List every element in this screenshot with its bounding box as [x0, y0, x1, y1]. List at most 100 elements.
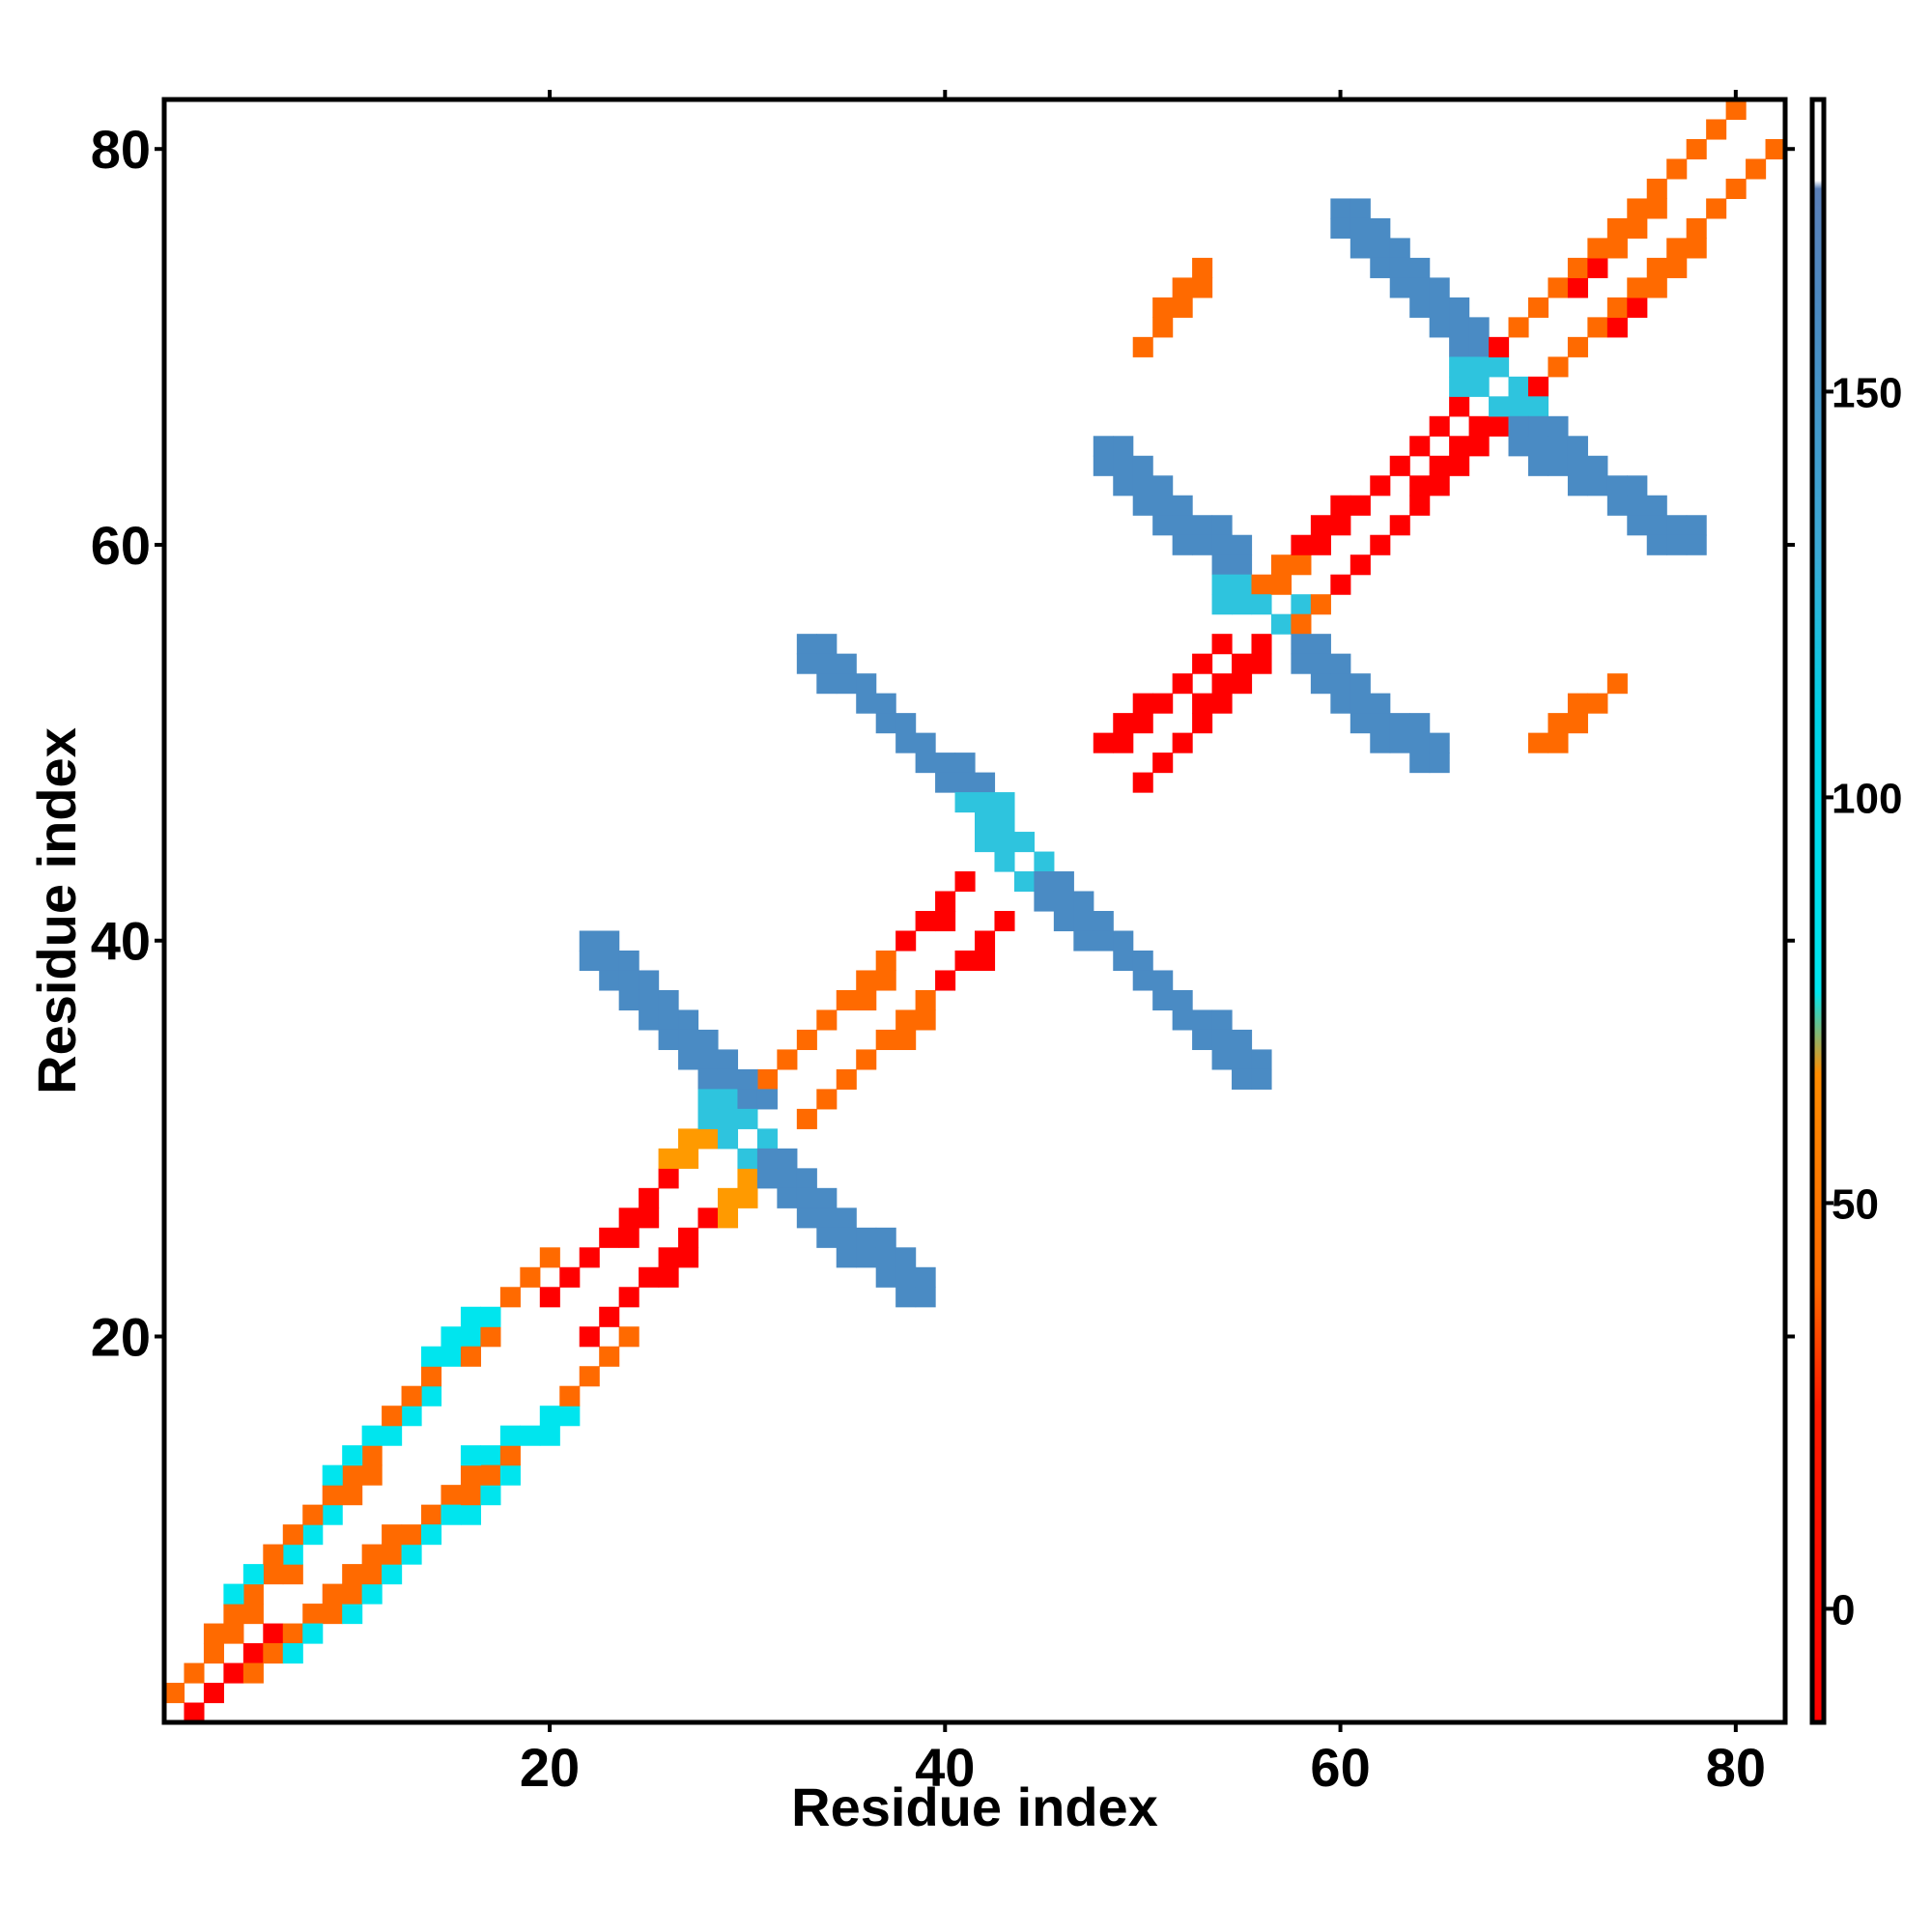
colorbar-tick-label: 50	[1832, 1180, 1879, 1228]
heatmap-cell	[1093, 455, 1114, 476]
heatmap-cell	[618, 1208, 639, 1229]
heatmap-cell	[915, 732, 936, 753]
heatmap-cell	[1429, 732, 1450, 753]
heatmap-cell	[460, 1504, 482, 1525]
heatmap-cell	[263, 1623, 284, 1644]
heatmap-cell	[1627, 297, 1648, 318]
heatmap-cell	[1034, 851, 1055, 872]
heatmap-cell	[1389, 732, 1410, 753]
heatmap-cell	[737, 1068, 758, 1090]
heatmap-cell	[756, 1089, 778, 1110]
heatmap-cell	[816, 653, 838, 674]
heatmap-cell	[875, 970, 896, 991]
heatmap-cell	[1013, 871, 1035, 893]
heatmap-cell	[856, 989, 877, 1011]
heatmap-cell	[1053, 891, 1074, 912]
heatmap-cell	[382, 1564, 403, 1585]
heatmap-cell	[1152, 970, 1174, 991]
heatmap-cell	[559, 1385, 581, 1406]
heatmap-cell	[242, 1564, 264, 1585]
heatmap-cell	[302, 1504, 324, 1525]
heatmap-cell	[975, 930, 996, 952]
heatmap-cell	[975, 950, 996, 972]
heatmap-cell	[915, 1287, 936, 1308]
heatmap-cell	[1251, 653, 1272, 674]
heatmap-cell	[1646, 198, 1667, 219]
heatmap-cell	[302, 1524, 324, 1546]
heatmap-cell	[1192, 1009, 1213, 1031]
y-tick-label: 80	[91, 119, 151, 180]
heatmap-cell	[816, 1089, 838, 1110]
heatmap-cell	[1389, 277, 1410, 298]
y-axis-title: Residue index	[26, 727, 87, 1094]
heatmap-cell	[1310, 653, 1331, 674]
heatmap-cell	[1686, 138, 1707, 160]
heatmap-cell	[539, 1406, 560, 1427]
heatmap-cell	[1291, 554, 1312, 576]
heatmap-cell	[440, 1485, 462, 1506]
heatmap-cell	[1449, 336, 1470, 357]
heatmap-cell	[559, 1406, 581, 1427]
heatmap-cell	[499, 1425, 521, 1446]
heatmap-cell	[737, 1148, 758, 1169]
heatmap-cell	[796, 1208, 817, 1229]
heatmap-cell	[1192, 713, 1213, 734]
heatmap-cell	[1211, 515, 1233, 536]
heatmap-cell	[1053, 871, 1074, 893]
heatmap-cell	[1489, 336, 1510, 357]
heatmap-cell	[836, 1068, 857, 1090]
heatmap-cell	[777, 1187, 798, 1208]
heatmap-cell	[1152, 475, 1174, 497]
heatmap-cell	[737, 1187, 758, 1208]
heatmap-cell	[1350, 554, 1371, 576]
heatmap-cell	[856, 970, 877, 991]
heatmap-cell	[1409, 257, 1431, 278]
colorbar-ticks: 0 50 100 150	[1824, 369, 1902, 1634]
x-tick-label: 20	[520, 1737, 580, 1798]
heatmap-cell	[1449, 455, 1470, 476]
heatmap-cell	[282, 1564, 303, 1585]
heatmap-cell	[1508, 376, 1529, 397]
heatmap-cell	[1489, 396, 1510, 417]
heatmap-cell	[342, 1564, 363, 1585]
heatmap-cell	[223, 1583, 244, 1605]
heatmap-cell	[1251, 574, 1272, 595]
heatmap-cell	[1449, 317, 1470, 338]
heatmap-cell	[895, 930, 917, 952]
x-tick-label: 40	[915, 1737, 975, 1798]
heatmap-cell	[1172, 673, 1193, 695]
heatmap-cell	[1449, 297, 1470, 318]
heatmap-cell	[1350, 198, 1371, 219]
heatmap-cell	[1350, 217, 1371, 239]
heatmap-cell	[1152, 495, 1174, 516]
heatmap-cell	[1291, 634, 1312, 655]
heatmap-cell	[1567, 455, 1588, 476]
heatmap-cell	[1409, 753, 1431, 774]
heatmap-cell	[1686, 217, 1707, 239]
heatmap-cell	[1370, 257, 1391, 278]
heatmap-cell	[322, 1583, 343, 1605]
heatmap-cell	[1548, 732, 1569, 753]
heatmap-cell	[1330, 673, 1351, 695]
heatmap-cell	[816, 1227, 838, 1248]
heatmap-cell	[1330, 515, 1351, 536]
heatmap-cell	[1310, 634, 1331, 655]
heatmap-cell	[1172, 515, 1193, 536]
heatmap-cell	[618, 1326, 639, 1348]
heatmap-cell	[263, 1643, 284, 1664]
heatmap-cell	[1548, 277, 1569, 298]
heatmap-cell	[875, 1266, 896, 1288]
heatmap-cell	[816, 1187, 838, 1208]
heatmap-cell	[1370, 534, 1391, 555]
heatmap-cell	[1132, 713, 1153, 734]
heatmap-cell	[1132, 475, 1153, 497]
heatmap-cell	[1291, 653, 1312, 674]
heatmap-cell	[361, 1445, 383, 1466]
heatmap-cell	[1429, 753, 1450, 774]
heatmap-cell	[1211, 634, 1233, 655]
heatmap-cell	[1606, 238, 1628, 259]
heatmap-cell	[658, 1148, 679, 1169]
heatmap-cell	[1686, 534, 1707, 555]
heatmap-cell	[1429, 317, 1450, 338]
heatmap-cell	[1232, 1068, 1253, 1090]
